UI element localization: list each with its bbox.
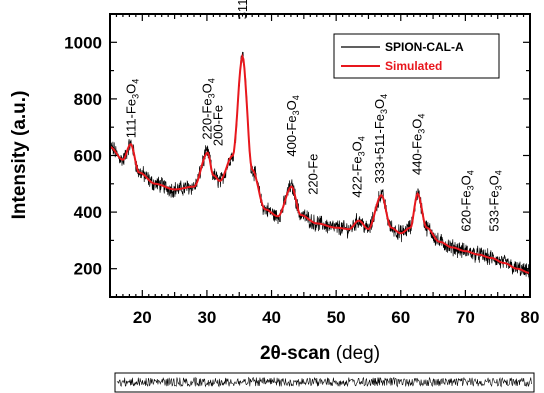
x-axis-ticks: 20 30 40 50 60 70 80 (115, 14, 540, 327)
x-tick-label: 30 (197, 308, 216, 327)
x-tick-label: 80 (521, 308, 540, 327)
simulated-line (110, 53, 530, 274)
x-tick-label: 70 (456, 308, 475, 327)
x-axis-title-bold: 2θ-scan (260, 343, 330, 364)
peak-label: 200-Fe (211, 105, 226, 146)
x-axis-title: 2θ-scan (deg) (260, 343, 380, 364)
peak-label: 440-Fe3O4 (410, 114, 427, 175)
y-tick-label: 800 (74, 90, 102, 109)
y-axis-ticks: 200 400 600 800 1000 (64, 13, 530, 298)
peak-label: 533-Fe3O4 (487, 170, 504, 231)
peak-label: 422-Fe3O4 (350, 136, 367, 197)
residual-line (116, 376, 533, 388)
simulated-series-layer (110, 53, 530, 274)
peak-label: 220-Fe3O4 (200, 78, 217, 139)
peak-label: 333+511-Fe3O4 (372, 94, 389, 184)
residual-panel-frame (114, 372, 535, 393)
peak-label: 220-Fe (306, 154, 321, 195)
x-tick-label: 50 (327, 308, 346, 327)
x-tick-label: 40 (262, 308, 281, 327)
peak-label: 311-Fe3O4 (235, 0, 252, 19)
peak-label: 111-Fe3O4 (123, 79, 140, 138)
legend-label-experimental: SPION-CAL-A (385, 40, 464, 54)
y-tick-label: 200 (74, 260, 102, 279)
x-tick-label: 60 (391, 308, 410, 327)
legend-box (333, 33, 500, 79)
x-axis-title-unit: (deg) (330, 343, 380, 364)
y-tick-label: 600 (74, 147, 102, 166)
y-axis-title: Intensity (a.u.) (9, 91, 30, 220)
x-tick-label: 20 (133, 308, 152, 327)
y-tick-label: 400 (74, 203, 102, 222)
legend: SPION-CAL-A Simulated (333, 33, 500, 79)
peak-label: 400-Fe3O4 (284, 95, 301, 156)
peak-label: 620-Fe3O4 (459, 170, 476, 231)
y-tick-label: 1000 (64, 33, 102, 52)
residual-series (116, 376, 533, 388)
legend-label-simulated: Simulated (385, 59, 442, 73)
